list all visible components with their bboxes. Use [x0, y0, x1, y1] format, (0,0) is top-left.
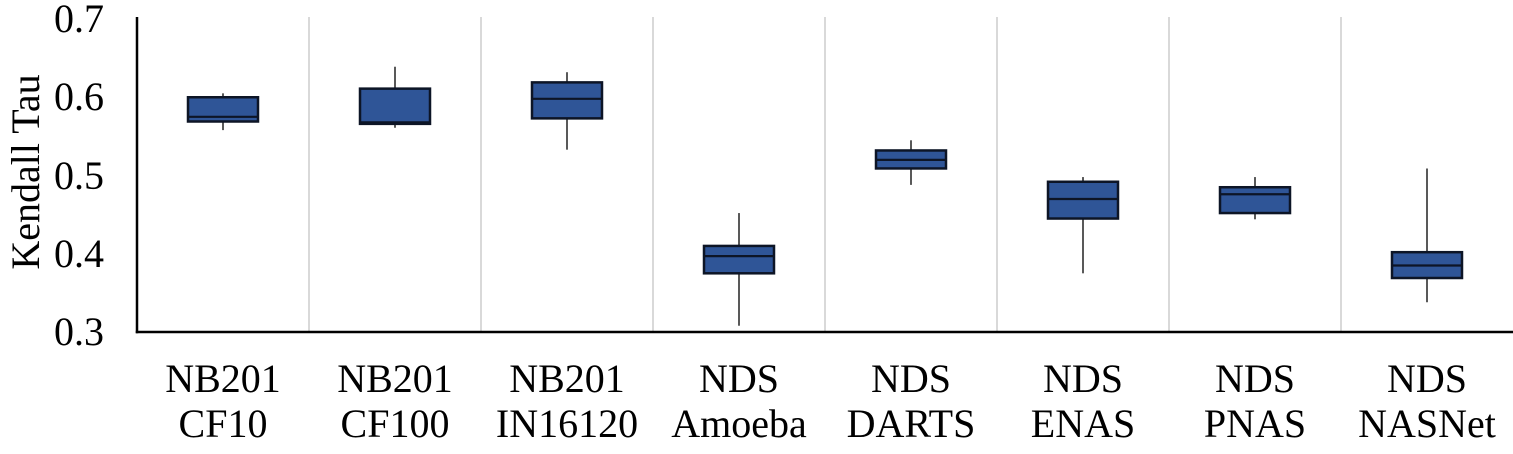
x-category-label-line1: NDS — [1042, 356, 1124, 401]
x-category-label-cf100: NB201 CF100 — [337, 356, 453, 446]
x-category-label-line1: NDS — [870, 356, 952, 401]
x-category-label-line2: NASNet — [1358, 401, 1496, 446]
y-tick-label-0.5: 0.5 — [54, 152, 104, 198]
x-category-label-line2: Amoeba — [671, 401, 807, 446]
x-category-label-line2: CF100 — [340, 401, 450, 446]
y-tick-label-0.3: 0.3 — [54, 309, 104, 354]
x-category-label-line1: NB201 — [509, 356, 625, 401]
x-category-label-cf10: NB201 CF10 — [165, 356, 281, 446]
x-category-label-line2: ENAS — [1030, 401, 1136, 446]
x-category-label-enas: NDS ENAS — [1031, 356, 1135, 446]
x-category-label-nasnet: NDS NASNet — [1358, 356, 1496, 446]
x-category-label-line1: NDS — [1386, 356, 1468, 401]
x-category-label-line2: PNAS — [1203, 401, 1307, 446]
y-tick-label-0.4: 0.4 — [54, 230, 104, 276]
x-category-label-line1: NB201 — [165, 356, 281, 401]
y-tick-label-0.7: 0.7 — [54, 0, 104, 41]
box-nds-amoeba — [702, 244, 776, 275]
x-category-label-line1: NB201 — [337, 356, 453, 401]
x-category-label-line1: NDS — [1214, 356, 1296, 401]
x-category-label-line2: CF10 — [178, 401, 268, 446]
x-category-label-line2: DARTS — [846, 401, 976, 446]
x-category-label-line2: IN16120 — [495, 401, 639, 446]
box-nb201-cf100 — [358, 87, 432, 126]
x-category-label-amoeba: NDS Amoeba — [671, 356, 807, 446]
x-category-label-line1: NDS — [698, 356, 780, 401]
box-nds-enas — [1046, 180, 1120, 220]
x-category-label-pnas: NDS PNAS — [1204, 356, 1306, 446]
x-category-label-in16120: NB201 IN16120 — [496, 356, 638, 446]
box-nb201-in16120 — [530, 81, 604, 120]
x-category-label-darts: NDS DARTS — [847, 356, 976, 446]
box-nds-pnas — [1218, 185, 1292, 215]
y-tick-label-0.6: 0.6 — [54, 74, 104, 120]
